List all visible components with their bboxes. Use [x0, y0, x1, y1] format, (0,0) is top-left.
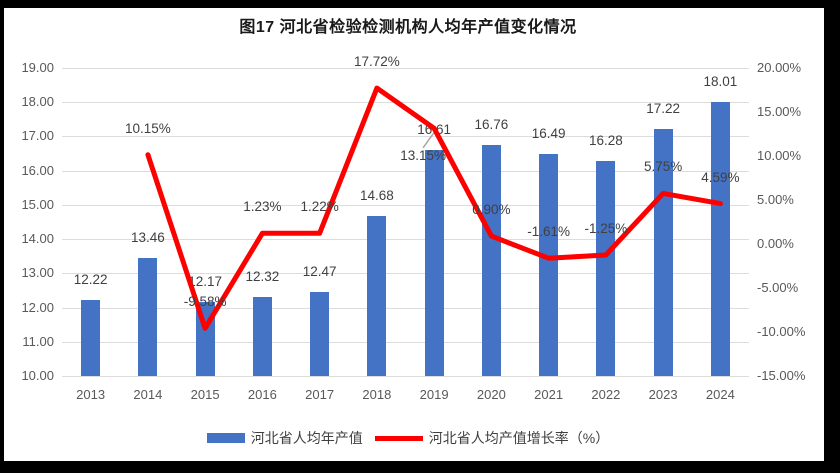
grid-line	[62, 273, 749, 275]
x-axis-label-2023: 2023	[648, 387, 678, 402]
bar-value-label-2014: 13.46	[130, 229, 165, 245]
bar-2013	[81, 300, 101, 376]
x-axis-label-2021: 2021	[534, 387, 564, 402]
bar-value-label-2018: 14.68	[359, 187, 394, 203]
x-axis-label-2013: 2013	[76, 387, 106, 402]
x-axis-label-2024: 2024	[705, 387, 735, 402]
right-axis-tick-label: -15.00%	[757, 368, 806, 383]
x-axis-label-2019: 2019	[419, 387, 449, 402]
legend: 河北省人均年产值 河北省人均产值增长率（%）	[4, 427, 812, 449]
bar-2023	[653, 128, 673, 376]
bar-2019	[424, 149, 444, 376]
line-value-label-2015: -9.58%	[183, 294, 227, 310]
left-axis-tick-label: 12.00	[21, 299, 54, 315]
bar-2014	[138, 257, 158, 376]
x-axis-label-2015: 2015	[190, 387, 220, 402]
bar-value-label-2016: 12.32	[245, 268, 280, 284]
grid-line	[62, 170, 749, 172]
bar-2020	[481, 144, 501, 376]
line-value-label-2024: 4.59%	[701, 169, 740, 185]
left-axis-tick-label: 13.00	[21, 265, 54, 281]
right-axis-tick-label: 15.00%	[757, 104, 802, 119]
line-value-label-2019: 13.15%	[400, 148, 446, 164]
line-value-label-2020: 0.90%	[472, 202, 511, 218]
x-axis-label-2017: 2017	[305, 387, 335, 402]
line-value-label-2022: -1.25%	[584, 221, 628, 236]
left-axis-tick-label: 19.00	[21, 60, 54, 75]
bar-value-label-2017: 12.47	[302, 263, 337, 279]
label-leader-line	[422, 133, 434, 149]
legend-bar-swatch-icon	[206, 433, 245, 443]
bar-value-label-2013: 12.22	[73, 272, 108, 287]
chart-title: 图17 河北省检验检测机构人均年产值变化情况	[239, 19, 577, 36]
bar-value-label-2015: 12.17	[188, 273, 222, 289]
grid-line	[62, 239, 749, 241]
bar-2017	[310, 291, 330, 376]
grid-line	[62, 204, 749, 206]
line-value-label-2021: -1.61%	[527, 224, 570, 240]
chart-background	[4, 8, 824, 461]
line-value-label-2014: 10.15%	[124, 120, 171, 136]
growth-rate-line	[145, 85, 723, 331]
right-axis-tick-label: 10.00%	[757, 148, 802, 163]
legend-line-swatch-icon	[374, 435, 423, 441]
bar-2021	[539, 153, 559, 376]
x-axis-label-2014: 2014	[133, 387, 163, 402]
legend-line-label: 河北省人均产值增长率（%）	[428, 430, 610, 446]
right-axis-tick-label: 5.00%	[757, 192, 794, 207]
bar-2024	[710, 101, 730, 376]
legend-bar-label: 河北省人均年产值	[250, 430, 363, 446]
grid-line	[62, 376, 749, 377]
grid-line	[62, 102, 749, 104]
grid-line	[62, 341, 749, 343]
bar-value-label-2022: 16.28	[588, 133, 623, 149]
bar-value-label-2021: 16.49	[531, 125, 566, 141]
right-axis-tick-label: 20.00%	[757, 60, 802, 75]
left-axis-tick-label: 10.00	[21, 368, 54, 383]
left-axis-tick-label: 18.00	[21, 94, 54, 110]
line-value-label-2016: 1.23%	[243, 199, 282, 215]
bar-value-label-2020: 16.76	[474, 116, 509, 132]
left-axis-tick-label: 16.00	[21, 162, 54, 178]
line-value-label-2017: 1.22%	[300, 199, 339, 215]
left-axis-tick-label: 17.00	[21, 128, 54, 144]
bar-2016	[252, 296, 272, 376]
bar-2022	[596, 161, 616, 376]
x-axis-label-2022: 2022	[591, 387, 621, 402]
x-axis-label-2020: 2020	[476, 387, 506, 402]
x-axis-label-2016: 2016	[247, 387, 277, 402]
left-axis-tick-label: 15.00	[21, 196, 54, 212]
right-axis-tick-label: 0.00%	[757, 236, 794, 251]
line-value-label-2018: 17.72%	[353, 54, 400, 70]
bar-2018	[367, 215, 387, 376]
grid-line	[62, 136, 749, 138]
left-axis-tick-label: 14.00	[21, 231, 54, 247]
line-value-label-2023: 5.75%	[643, 159, 683, 175]
bar-value-label-2023: 17.22	[646, 100, 680, 116]
right-axis-tick-label: -5.00%	[757, 280, 799, 295]
grid-line	[62, 68, 749, 69]
bar-value-label-2024: 18.01	[703, 73, 738, 89]
x-axis-label-2018: 2018	[362, 387, 392, 402]
grid-line	[62, 307, 749, 309]
left-axis-tick-label: 11.00	[22, 333, 54, 349]
right-axis-tick-label: -10.00%	[757, 324, 806, 339]
